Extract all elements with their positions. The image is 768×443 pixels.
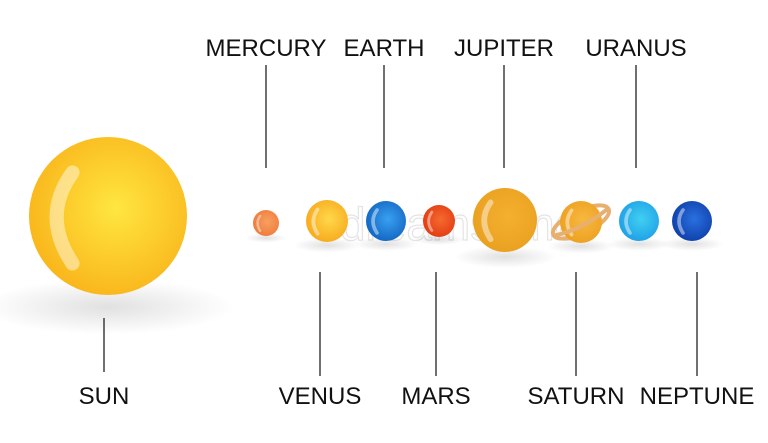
neptune-label: NEPTUNE xyxy=(640,383,755,410)
mars-sphere xyxy=(423,205,455,237)
sun-shadow xyxy=(0,279,235,335)
jupiter-shadow xyxy=(453,245,557,268)
planet-earth: EARTH xyxy=(344,35,425,251)
neptune-highlight xyxy=(677,208,685,235)
jupiter-sphere xyxy=(473,188,537,252)
venus-highlight xyxy=(311,207,320,236)
planet-uranus: URANUS xyxy=(585,35,687,251)
planet-sun: SUN xyxy=(0,137,235,410)
planet-venus: VENUS xyxy=(279,200,362,410)
venus-sphere xyxy=(306,200,348,242)
neptune-shadow xyxy=(660,237,724,251)
saturn-shadow xyxy=(547,238,615,254)
mercury-sphere xyxy=(253,210,279,236)
neptune-sphere xyxy=(672,201,712,241)
mercury-highlight xyxy=(256,214,262,232)
mercury-shadow xyxy=(245,233,287,243)
uranus-shadow xyxy=(607,237,671,251)
planet-neptune: NEPTUNE xyxy=(640,201,755,410)
uranus-highlight xyxy=(624,208,632,235)
mars-label: MARS xyxy=(401,383,470,410)
planet-mercury: MERCURY xyxy=(206,35,327,243)
planet-mars: MARS xyxy=(401,205,471,410)
earth-label: EARTH xyxy=(344,35,425,62)
jupiter-highlight xyxy=(481,199,494,243)
mars-shadow xyxy=(413,233,465,245)
earth-sphere xyxy=(366,201,406,241)
venus-shadow xyxy=(293,237,361,253)
planet-jupiter: JUPITER xyxy=(453,35,557,268)
sun-highlight xyxy=(49,165,80,271)
jupiter-label: JUPITER xyxy=(454,35,554,62)
uranus-label: URANUS xyxy=(585,35,686,62)
earth-shadow xyxy=(354,237,418,251)
mars-highlight xyxy=(427,210,434,233)
uranus-sphere xyxy=(619,201,659,241)
planet-saturn: SATURN xyxy=(528,201,625,410)
saturn-label: SATURN xyxy=(528,383,625,410)
sun-sphere xyxy=(29,137,187,295)
earth-highlight xyxy=(371,208,379,235)
saturn-ring-front xyxy=(553,206,610,238)
sun-label: SUN xyxy=(79,383,130,410)
mercury-label: MERCURY xyxy=(206,35,327,62)
venus-label: VENUS xyxy=(279,383,362,410)
